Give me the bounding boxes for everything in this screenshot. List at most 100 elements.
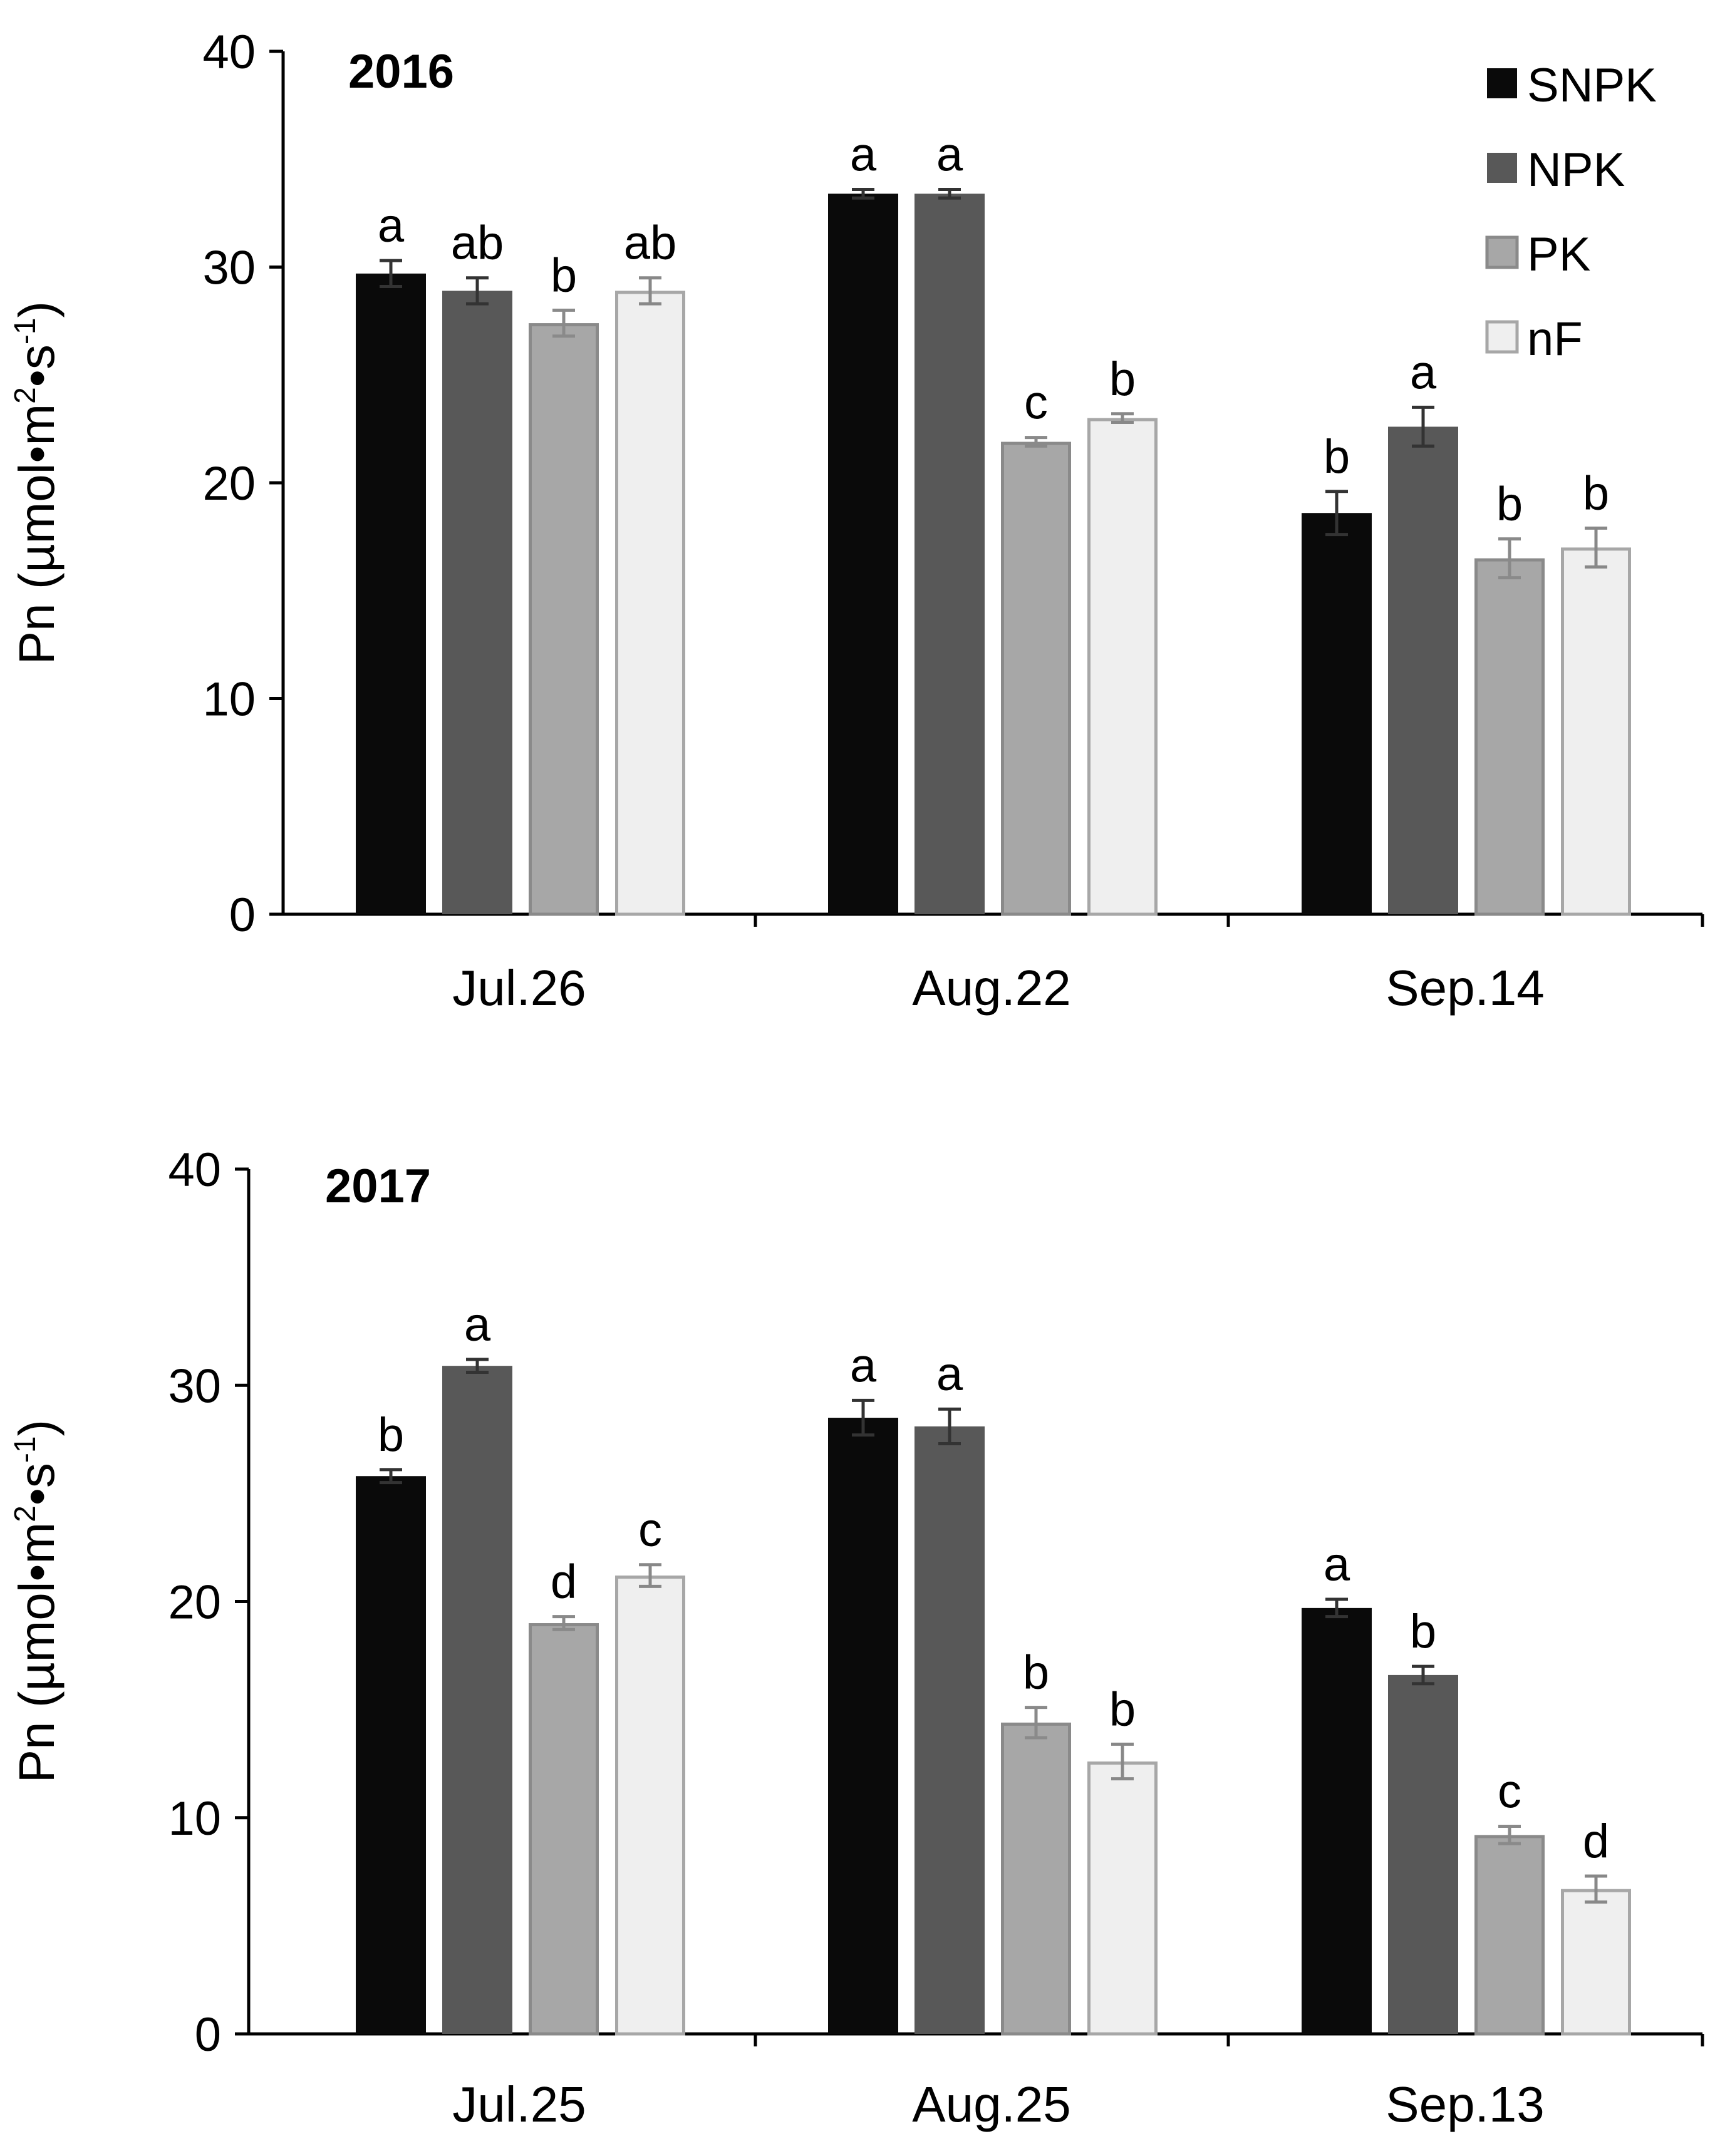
bar-2017-snpk-aug-25 xyxy=(828,1418,898,2034)
bar-2017-nf-jul-25 xyxy=(615,1576,685,2036)
y-tick-label-2017-0: 0 xyxy=(195,2008,221,2061)
error-bar-2017-nf-sep-13 xyxy=(1585,1874,1607,1904)
legend-label-nf: nF xyxy=(1527,312,1583,366)
significance-label-2016-pk-jul-26: b xyxy=(551,249,577,302)
significance-label-2016-npk-sep-14: a xyxy=(1410,346,1437,399)
bar-2016-npk-aug-22 xyxy=(914,193,985,914)
category-label-jul-26: Jul.26 xyxy=(452,960,586,1016)
bar-2016-nf-sep-14 xyxy=(1561,547,1631,916)
y-axis-label-2016: Pn (µmol•m2•s-1) xyxy=(9,301,65,664)
error-bar-2016-nf-jul-26 xyxy=(639,276,661,306)
significance-label-2017-pk-sep-13: c xyxy=(1498,1765,1521,1818)
bar-2017-snpk-sep-13 xyxy=(1302,1607,1372,2034)
y-tick-label-2017-40: 40 xyxy=(168,1143,221,1197)
category-label-aug-25: Aug.25 xyxy=(912,2076,1071,2132)
error-bar-2016-npk-sep-14 xyxy=(1412,405,1434,448)
significance-label-2016-nf-jul-26: ab xyxy=(624,217,677,270)
y-tick-label-2017-10: 10 xyxy=(168,1792,221,1845)
bar-2017-npk-aug-25 xyxy=(914,1426,985,2034)
error-bar-2016-pk-sep-14 xyxy=(1498,537,1521,580)
error-bar-2017-npk-jul-25 xyxy=(466,1358,489,1375)
bar-2016-snpk-jul-26 xyxy=(356,273,426,915)
panel-2016: 0 10 20 30 40 Jul.26 Aug.22 Sep.14 Pn (µmol•m2•s… xyxy=(9,26,1704,1016)
legend-swatch-snpk xyxy=(1487,68,1517,98)
significance-label-2016-snpk-jul-26: a xyxy=(378,199,405,252)
y-tick-label-2016-30: 30 xyxy=(202,242,256,295)
error-bar-2016-pk-aug-22 xyxy=(1025,436,1047,448)
error-bar-2017-pk-aug-25 xyxy=(1025,1706,1047,1740)
significance-label-2017-snpk-aug-25: a xyxy=(850,1339,877,1392)
significance-label-2017-snpk-jul-25: b xyxy=(378,1408,404,1462)
error-bar-2017-pk-sep-13 xyxy=(1498,1825,1521,1845)
y-tick-label-2016-20: 20 xyxy=(202,457,256,510)
category-label-jul-25: Jul.25 xyxy=(452,2076,586,2132)
y-tick-label-2017-30: 30 xyxy=(168,1359,221,1413)
legend: SNPK NPK PK nF xyxy=(1485,59,1657,366)
error-bar-2016-pk-jul-26 xyxy=(552,308,575,338)
y-tick-label-2016-0: 0 xyxy=(229,889,256,942)
error-bar-2017-nf-jul-25 xyxy=(639,1563,661,1588)
significance-label-2016-snpk-aug-22: a xyxy=(850,128,877,181)
panel-title-2017: 2017 xyxy=(325,1160,431,1213)
significance-label-2017-snpk-sep-13: a xyxy=(1324,1538,1350,1591)
error-bar-2017-nf-aug-25 xyxy=(1111,1742,1134,1781)
bar-2016-snpk-aug-22 xyxy=(828,193,898,914)
panel-title-2016: 2016 xyxy=(348,45,454,98)
significance-label-2017-nf-sep-13: d xyxy=(1583,1815,1609,1868)
bar-2017-npk-jul-25 xyxy=(442,1366,512,2034)
bar-2017-pk-sep-13 xyxy=(1474,1835,1545,2036)
error-bar-2016-nf-aug-22 xyxy=(1111,412,1134,425)
significance-label-2016-npk-jul-26: ab xyxy=(451,217,504,270)
significance-label-2017-pk-jul-25: d xyxy=(551,1555,577,1609)
significance-label-2017-npk-jul-25: a xyxy=(464,1298,491,1351)
significance-label-2017-nf-aug-25: b xyxy=(1109,1683,1136,1736)
error-bar-2016-snpk-aug-22 xyxy=(852,187,874,200)
error-bar-2017-pk-jul-25 xyxy=(552,1615,575,1631)
y-tick-label-2016-10: 10 xyxy=(202,673,256,726)
panel-2017: 0 10 20 30 40 Jul.25 Aug.25 Sep.13 Pn (µmol•m2•s… xyxy=(9,1143,1704,2132)
bar-2017-npk-sep-13 xyxy=(1388,1674,1458,2034)
error-bar-2016-snpk-sep-14 xyxy=(1325,490,1348,537)
bar-2017-snpk-jul-25 xyxy=(356,1476,426,2034)
category-label-aug-22: Aug.22 xyxy=(912,960,1071,1016)
significance-label-2017-pk-aug-25: b xyxy=(1023,1646,1049,1700)
legend-label-pk: PK xyxy=(1527,228,1590,281)
bar-2016-pk-aug-22 xyxy=(1001,441,1071,916)
error-bar-2017-npk-sep-13 xyxy=(1412,1664,1434,1686)
bar-2016-pk-sep-14 xyxy=(1474,558,1545,916)
significance-label-2017-npk-aug-25: a xyxy=(936,1348,963,1401)
error-bar-2016-npk-aug-22 xyxy=(938,187,961,200)
significance-label-2016-npk-aug-22: a xyxy=(936,128,963,181)
error-bar-2017-npk-aug-25 xyxy=(938,1407,961,1445)
significance-label-2016-pk-sep-14: b xyxy=(1496,478,1523,531)
legend-label-snpk: SNPK xyxy=(1527,59,1657,112)
legend-swatch-nf xyxy=(1485,320,1519,354)
significance-label-2017-npk-sep-13: b xyxy=(1410,1605,1436,1658)
error-bar-2017-snpk-sep-13 xyxy=(1325,1597,1348,1619)
y-axis-label-2017: Pn (µmol•m2•s-1) xyxy=(9,1420,65,1783)
bar-2016-nf-jul-26 xyxy=(615,291,685,916)
bar-2016-snpk-sep-14 xyxy=(1302,513,1372,914)
error-bar-2016-nf-sep-14 xyxy=(1585,526,1607,569)
error-bar-2016-npk-jul-26 xyxy=(466,276,489,306)
significance-label-2016-pk-aug-22: c xyxy=(1024,376,1048,430)
significance-label-2016-snpk-sep-14: b xyxy=(1324,430,1350,483)
bar-2016-nf-aug-22 xyxy=(1087,418,1158,916)
y-tick-label-2016-40: 40 xyxy=(202,26,256,79)
bar-2017-nf-aug-25 xyxy=(1087,1761,1158,2036)
bar-2016-npk-sep-14 xyxy=(1388,426,1458,914)
bar-2017-pk-jul-25 xyxy=(529,1623,599,2036)
bar-2017-pk-aug-25 xyxy=(1001,1722,1071,2036)
significance-label-2016-nf-aug-22: b xyxy=(1109,353,1136,406)
bar-2016-npk-jul-26 xyxy=(442,291,512,914)
category-label-sep-14: Sep.14 xyxy=(1386,960,1545,1016)
category-label-sep-13: Sep.13 xyxy=(1386,2076,1545,2132)
error-bar-2017-snpk-aug-25 xyxy=(852,1398,874,1437)
significance-label-2017-nf-jul-25: c xyxy=(638,1504,662,1557)
y-tick-label-2017-20: 20 xyxy=(168,1576,221,1629)
error-bar-2016-snpk-jul-26 xyxy=(380,259,402,289)
bar-2016-pk-jul-26 xyxy=(529,323,599,916)
significance-label-2016-nf-sep-14: b xyxy=(1583,467,1609,520)
error-bar-2017-snpk-jul-25 xyxy=(380,1468,402,1485)
